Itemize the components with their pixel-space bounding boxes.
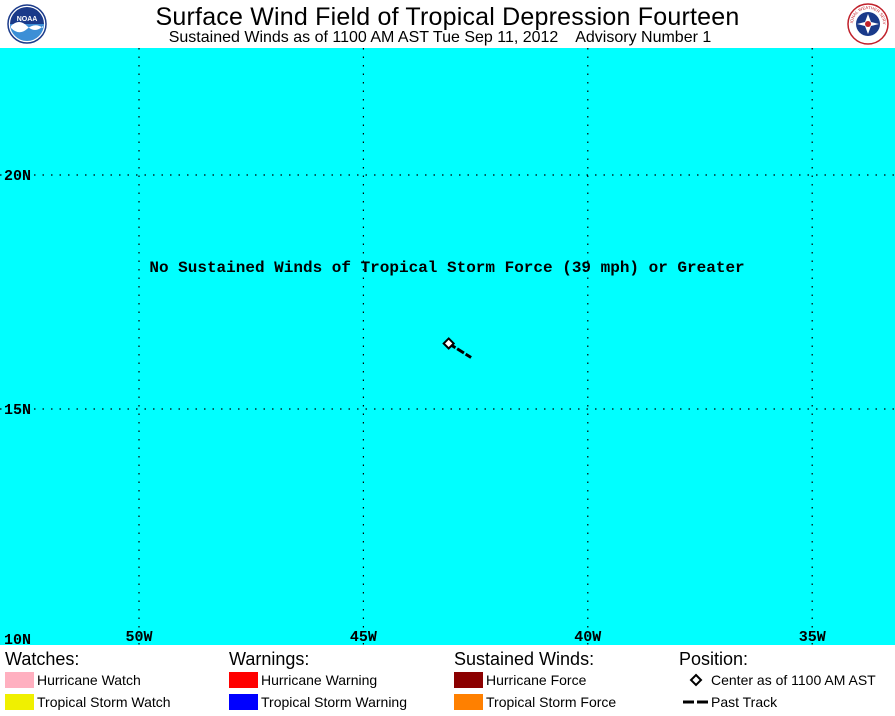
legend: Watches: Hurricane Watch Tropical Storm … [0, 645, 895, 716]
legend-heading-watches: Watches: [5, 649, 79, 669]
wind-field-map: 50W 45W 40W 35W 20N 15N 10N No Sustained Winds… [0, 48, 895, 645]
lat-label: 15N [4, 402, 31, 419]
lon-label: 50W [125, 629, 152, 645]
nws-logo: NATIONAL WEATHER SERVICE [847, 3, 889, 45]
lon-label: 45W [350, 629, 377, 645]
map-title: Surface Wind Field of Tropical Depressio… [0, 3, 895, 31]
tropical-storm-warning-swatch [229, 694, 258, 710]
diamond-icon [682, 672, 710, 688]
tropical-storm-watch-swatch [5, 694, 34, 710]
legend-heading-position: Position: [679, 649, 748, 669]
header: NOAA Surface Wind Field of Tropical Depr… [0, 0, 895, 48]
dashed-line-icon [682, 694, 710, 710]
hurricane-watch-swatch [5, 672, 34, 688]
hurricane-warning-swatch [229, 672, 258, 688]
no-winds-message: No Sustained Winds of Tropical Storm For… [149, 259, 744, 277]
legend-heading-sustained-winds: Sustained Winds: [454, 649, 594, 669]
hurricane-force-swatch [454, 672, 483, 688]
lat-label: 10N [4, 632, 31, 645]
tropical-storm-force-swatch [454, 694, 483, 710]
map-subtitle: Sustained Winds as of 1100 AM AST Tue Se… [0, 29, 880, 47]
lon-label: 40W [574, 629, 601, 645]
lat-label: 20N [4, 168, 31, 185]
lon-label: 35W [799, 629, 826, 645]
legend-heading-warnings: Warnings: [229, 649, 309, 669]
